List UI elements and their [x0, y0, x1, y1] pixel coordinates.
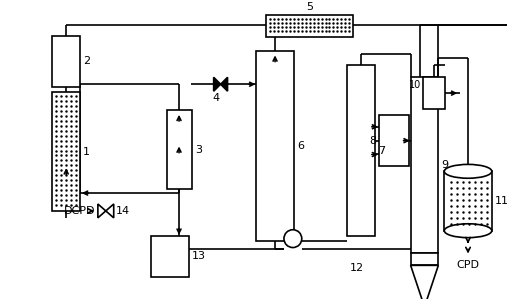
Text: 3: 3: [195, 144, 202, 155]
Ellipse shape: [444, 164, 492, 178]
Bar: [379, 115, 409, 166]
Bar: [411, 254, 438, 265]
Polygon shape: [106, 204, 114, 218]
Bar: [52, 36, 80, 87]
Bar: [347, 65, 375, 236]
Ellipse shape: [444, 224, 492, 238]
Text: CPD: CPD: [456, 260, 479, 270]
Text: 4: 4: [212, 93, 219, 103]
Text: 8: 8: [369, 136, 376, 146]
Text: 11: 11: [495, 196, 509, 206]
Bar: [424, 77, 445, 109]
Bar: [167, 110, 192, 189]
Text: 5: 5: [306, 2, 313, 12]
Text: DCPD: DCPD: [64, 206, 96, 216]
Bar: [52, 92, 80, 211]
Text: 9: 9: [442, 160, 449, 170]
Bar: [444, 171, 492, 231]
Bar: [266, 15, 353, 37]
Polygon shape: [214, 77, 221, 91]
Text: 2: 2: [83, 57, 90, 66]
Polygon shape: [98, 204, 106, 218]
Bar: [151, 236, 189, 277]
Text: 7: 7: [378, 146, 385, 155]
Polygon shape: [221, 77, 227, 91]
Text: 1: 1: [83, 147, 90, 157]
Bar: [256, 51, 294, 241]
Bar: [411, 77, 438, 254]
Text: 14: 14: [115, 206, 130, 216]
Text: 10: 10: [409, 80, 422, 90]
Circle shape: [284, 230, 302, 248]
Text: 12: 12: [350, 263, 364, 273]
Polygon shape: [411, 265, 438, 299]
Text: 6: 6: [297, 141, 304, 151]
Text: 13: 13: [192, 251, 206, 261]
